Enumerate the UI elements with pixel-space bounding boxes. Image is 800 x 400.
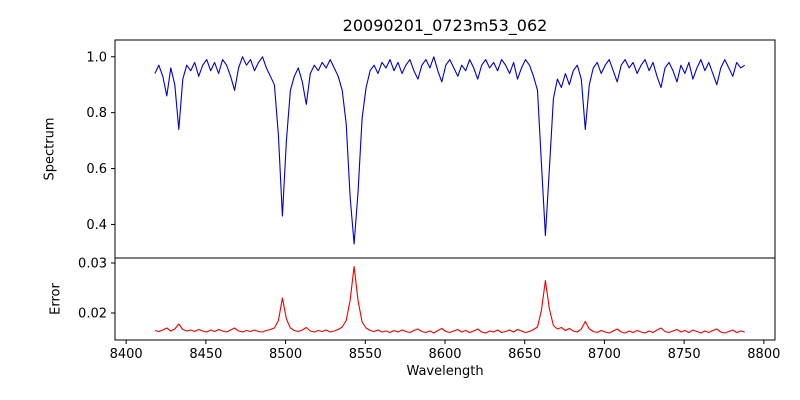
panel-border-error [114,257,776,341]
x-tick-label: 8500 [269,347,302,362]
y-tick-label: 1.0 [86,50,107,65]
x-tick-label: 8700 [588,347,621,362]
x-tick-label: 8400 [110,347,143,362]
y-tick-label: 0.8 [86,106,107,121]
series-error-line [154,265,745,334]
y-tick-label: 0.6 [86,162,107,177]
x-tick-label: 8550 [349,347,382,362]
x-tick-label: 8600 [428,347,461,362]
x-tick-label: 8650 [508,347,541,362]
panel-border-spectrum [114,39,776,259]
y-tick-label: 0.03 [78,257,107,272]
x-tick-label: 8800 [747,347,780,362]
x-axis-label: Wavelength [406,364,484,379]
x-tick-label: 8750 [668,347,701,362]
x-tick-label: 8450 [189,347,222,362]
chart-title: 20090201_0723m53_062 [342,16,548,35]
y-tick-label: 0.4 [86,218,107,233]
y-tick-label: 0.02 [78,307,107,322]
series-spectrum-line [154,56,746,245]
